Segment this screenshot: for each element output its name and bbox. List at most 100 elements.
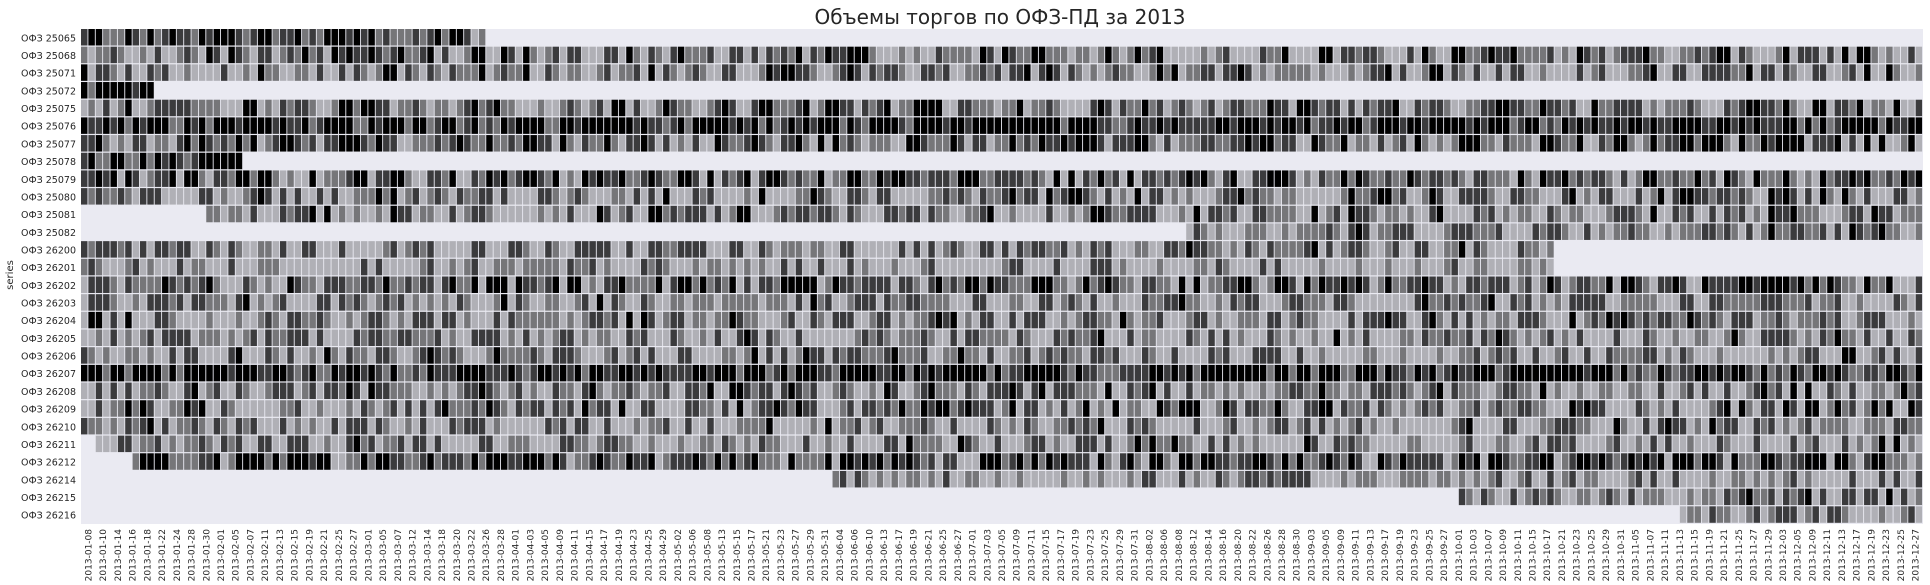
heatmap-cell (582, 294, 589, 311)
heatmap-cell (1628, 347, 1635, 364)
heatmap-cell (1326, 64, 1333, 81)
heatmap-cell (677, 311, 685, 329)
heatmap-cell (1856, 188, 1864, 205)
heatmap-cell (1620, 117, 1628, 134)
heatmap-cell (1385, 188, 1392, 205)
heatmap-cell (1893, 294, 1900, 311)
heatmap-cell (1274, 311, 1282, 329)
heatmap-cell (1318, 188, 1326, 205)
heatmap-cell (1753, 188, 1761, 205)
heatmap-cell (589, 311, 596, 329)
heatmap-cell (272, 382, 280, 400)
heatmap-cell (346, 276, 353, 293)
heatmap-cell (1812, 223, 1819, 240)
heatmap-cell (486, 258, 493, 276)
heatmap-cell (1746, 223, 1753, 240)
heatmap-cell (368, 276, 375, 293)
heatmap-cell (1267, 188, 1274, 205)
heatmap-cell (1259, 188, 1267, 205)
heatmap-cell (1399, 382, 1407, 400)
heatmap-cell (1053, 64, 1061, 81)
heatmap-cell (1841, 117, 1849, 134)
heatmap-cell (604, 46, 611, 64)
heatmap-cell (766, 382, 773, 400)
heatmap-cell (523, 258, 530, 276)
heatmap-cell (1665, 117, 1672, 134)
heatmap-cell (471, 170, 478, 187)
heatmap-cell (81, 364, 88, 382)
heatmap-cell (1318, 435, 1326, 453)
heatmap-cell (722, 417, 729, 435)
heatmap-cell (338, 400, 346, 417)
heatmap-cell (685, 276, 692, 293)
heatmap-cell (1429, 311, 1436, 329)
heatmap-cell (302, 276, 309, 293)
heatmap-cell (1510, 64, 1517, 81)
heatmap-cell (685, 46, 692, 64)
heatmap-cell (1097, 435, 1105, 453)
heatmap-cell (1370, 117, 1377, 134)
heatmap-cell (1296, 417, 1304, 435)
heatmap-cell (331, 347, 338, 364)
heatmap-cell (1333, 347, 1341, 364)
heatmap-cell (1097, 311, 1105, 329)
heatmap-cell (1797, 347, 1805, 364)
heatmap-cell (132, 29, 140, 46)
heatmap-cell (405, 241, 412, 258)
heatmap-cell (1060, 400, 1068, 417)
heatmap-cell (1414, 117, 1422, 134)
heatmap-cell (1274, 417, 1282, 435)
heatmap-cell (1075, 135, 1083, 152)
heatmap-cell (375, 170, 383, 187)
heatmap-cell (803, 294, 810, 311)
heatmap-cell (1495, 329, 1503, 347)
heatmap-cell (611, 205, 618, 223)
heatmap-cell (338, 311, 346, 329)
heatmap-cell (1068, 188, 1075, 205)
heatmap-cell (1805, 64, 1812, 81)
heatmap-cell (1186, 311, 1193, 329)
heatmap-cell (744, 241, 751, 258)
heatmap-cell (294, 294, 302, 311)
heatmap-cell (677, 294, 685, 311)
heatmap-cell (1223, 135, 1230, 152)
heatmap-cell (1591, 311, 1598, 329)
heatmap-cell (228, 400, 235, 417)
heatmap-cell (773, 311, 781, 329)
heatmap-cell (1333, 417, 1341, 435)
heatmap-cell (1274, 347, 1282, 364)
heatmap-cell (1473, 117, 1481, 134)
heatmap-cell (1856, 417, 1864, 435)
heatmap-cell (1156, 382, 1164, 400)
heatmap-cell (884, 364, 891, 382)
heatmap-cell (1768, 99, 1775, 117)
heatmap-cell (383, 135, 390, 152)
heatmap-cell (1554, 188, 1562, 205)
heatmap-cell (464, 276, 471, 293)
heatmap-cell (1237, 117, 1245, 134)
heatmap-cell (663, 329, 670, 347)
heatmap-cell (965, 400, 972, 417)
heatmap-cell (1606, 400, 1613, 417)
heatmap-cell (906, 294, 913, 311)
heatmap-cell (1274, 382, 1282, 400)
heatmap-cell (375, 188, 383, 205)
heatmap-cell (559, 99, 567, 117)
heatmap-cell (338, 276, 346, 293)
heatmap-cell (1849, 64, 1856, 81)
heatmap-cell (1156, 135, 1164, 152)
heatmap-cell (758, 241, 766, 258)
heatmap-cell (1318, 117, 1326, 134)
heatmap-cell (1311, 46, 1318, 64)
heatmap-cell (243, 241, 250, 258)
heatmap-cell (198, 29, 206, 46)
heatmap-cell (965, 329, 972, 347)
heatmap-cell (1245, 170, 1252, 187)
heatmap-cell (582, 241, 589, 258)
heatmap-cell (1539, 329, 1547, 347)
heatmap-cell (633, 258, 641, 276)
heatmap-cell (1326, 223, 1333, 240)
heatmap-cell (854, 135, 862, 152)
heatmap-cell (1576, 46, 1584, 64)
heatmap-cell (1849, 400, 1856, 417)
